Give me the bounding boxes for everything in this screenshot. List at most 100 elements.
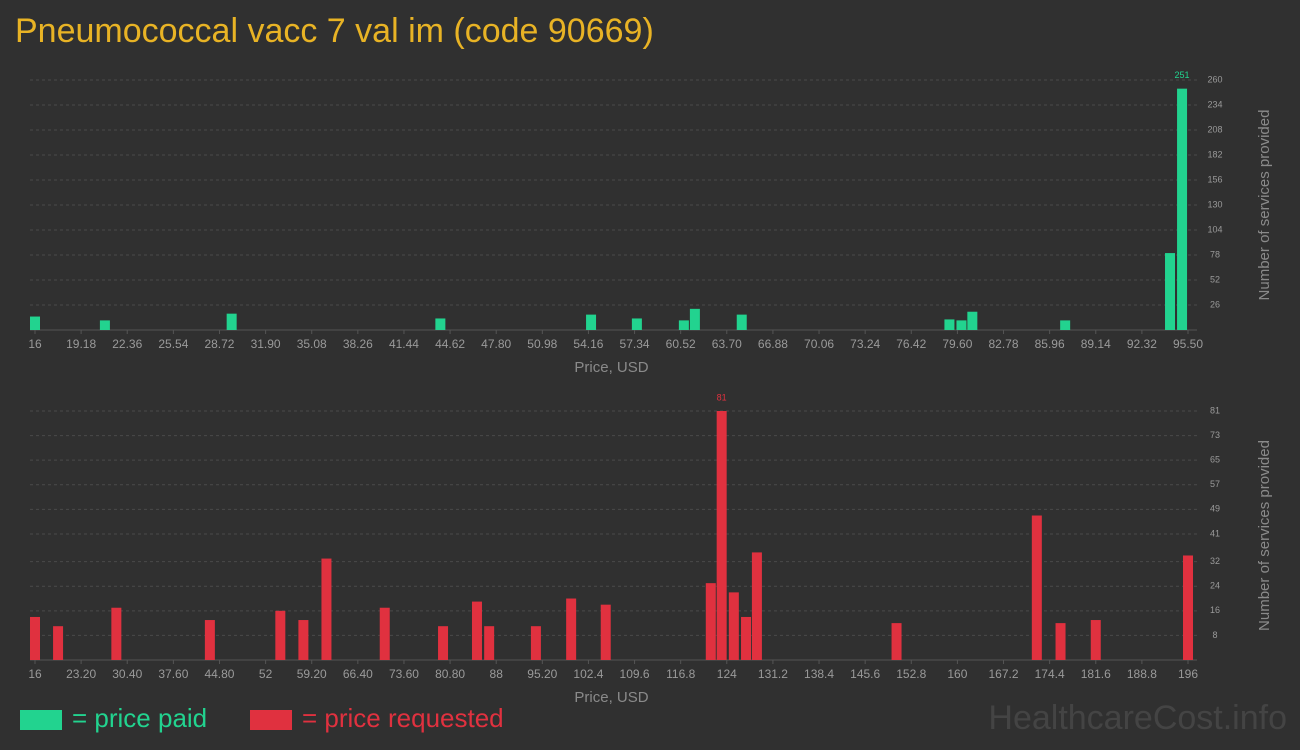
x-tick-label: 44.80 <box>204 667 234 681</box>
bar <box>204 620 215 660</box>
value-label: 81 <box>717 392 727 402</box>
bar <box>600 604 611 660</box>
bar <box>728 592 739 660</box>
x-tick-label: 22.36 <box>112 337 142 351</box>
bar <box>484 626 495 660</box>
bar <box>275 610 286 660</box>
x-tick-label: 28.72 <box>204 337 234 351</box>
x-tick-label: 82.78 <box>989 337 1019 351</box>
bar <box>298 620 309 660</box>
bar <box>705 583 716 660</box>
x-tick-label: 131.2 <box>758 667 788 681</box>
x-tick-label: 60.52 <box>666 337 696 351</box>
x-tick-label: 50.98 <box>527 337 557 351</box>
bar <box>741 616 752 660</box>
x-tick-label: 41.44 <box>389 337 419 351</box>
x-tick-label: 124 <box>717 667 737 681</box>
x-tick-label: 188.8 <box>1127 667 1157 681</box>
bar <box>321 558 332 660</box>
y-tick-label: 52 <box>1210 274 1220 284</box>
chart-title: Pneumococcal vacc 7 val im (code 90669) <box>15 12 654 50</box>
bar <box>566 598 577 660</box>
bar <box>967 311 978 330</box>
x-tick-label: 70.06 <box>804 337 834 351</box>
x-tick-label: 59.20 <box>297 667 327 681</box>
bar <box>956 320 967 330</box>
bar <box>736 314 747 330</box>
bar <box>944 319 955 330</box>
y-tick-label: 49 <box>1210 504 1220 514</box>
y-tick-label: 65 <box>1210 455 1220 465</box>
bar <box>435 318 446 330</box>
x-tick-label: 95.50 <box>1173 337 1203 351</box>
value-label: 251 <box>1175 70 1190 80</box>
y-tick-label: 78 <box>1210 249 1220 259</box>
bar <box>751 552 762 660</box>
bar <box>471 601 482 660</box>
y-tick-label: 260 <box>1207 74 1222 84</box>
bar <box>99 320 110 330</box>
x-tick-label: 16 <box>28 337 42 351</box>
x-tick-label: 145.6 <box>850 667 880 681</box>
x-tick-label: 73.24 <box>850 337 880 351</box>
y-tick-label: 41 <box>1210 528 1220 538</box>
y-tick-label: 8 <box>1212 630 1217 640</box>
y-tick-label: 24 <box>1210 581 1220 591</box>
x-tick-label: 152.8 <box>896 667 926 681</box>
bar <box>586 314 597 330</box>
bar <box>1090 620 1101 660</box>
legend-label: = price paid <box>72 703 207 733</box>
x-tick-label: 31.90 <box>251 337 281 351</box>
y-tick-label: 182 <box>1207 149 1222 159</box>
x-tick-label: 196 <box>1178 667 1198 681</box>
bar <box>1165 253 1176 330</box>
y-tick-label: 104 <box>1207 224 1222 234</box>
watermark: HealthcareCost.info <box>988 699 1287 737</box>
legend-swatch <box>20 710 62 730</box>
bar <box>1177 88 1188 331</box>
y-tick-label: 81 <box>1210 405 1220 415</box>
x-axis-label: Price, USD <box>574 359 648 376</box>
bar <box>891 623 902 660</box>
bar <box>1031 515 1042 660</box>
x-tick-label: 19.18 <box>66 337 96 351</box>
x-tick-label: 38.26 <box>343 337 373 351</box>
x-tick-label: 95.20 <box>527 667 557 681</box>
x-tick-label: 116.8 <box>666 667 695 681</box>
x-tick-label: 181.6 <box>1081 667 1111 681</box>
y-tick-label: 130 <box>1207 199 1222 209</box>
y-tick-label: 26 <box>1210 299 1220 309</box>
x-tick-label: 23.20 <box>66 667 96 681</box>
bar <box>631 318 642 330</box>
x-tick-label: 66.88 <box>758 337 788 351</box>
x-tick-label: 63.70 <box>712 337 742 351</box>
bar <box>1183 555 1193 660</box>
x-tick-label: 30.40 <box>112 667 142 681</box>
y-tick-label: 57 <box>1210 479 1220 489</box>
bar <box>111 607 122 660</box>
bar <box>226 313 237 330</box>
bar <box>530 626 541 660</box>
x-tick-label: 80.80 <box>435 667 465 681</box>
bar <box>1055 623 1066 660</box>
x-tick-label: 160 <box>947 667 967 681</box>
bar <box>379 607 390 660</box>
y-tick-label: 73 <box>1210 430 1220 440</box>
x-tick-label: 16 <box>28 667 42 681</box>
y-tick-label: 16 <box>1210 605 1220 615</box>
x-tick-label: 57.34 <box>620 337 650 351</box>
bar <box>438 626 449 660</box>
y-tick-label: 208 <box>1207 124 1222 134</box>
x-tick-label: 88 <box>490 667 504 681</box>
y-tick-label: 156 <box>1207 174 1222 184</box>
x-tick-label: 73.60 <box>389 667 419 681</box>
x-tick-label: 66.40 <box>343 667 373 681</box>
x-tick-label: 92.32 <box>1127 337 1157 351</box>
x-tick-label: 109.6 <box>620 667 650 681</box>
bar <box>1060 320 1071 330</box>
x-tick-label: 89.14 <box>1081 337 1111 351</box>
x-tick-label: 35.08 <box>297 337 327 351</box>
y-tick-label: 234 <box>1207 99 1222 109</box>
x-tick-label: 44.62 <box>435 337 465 351</box>
